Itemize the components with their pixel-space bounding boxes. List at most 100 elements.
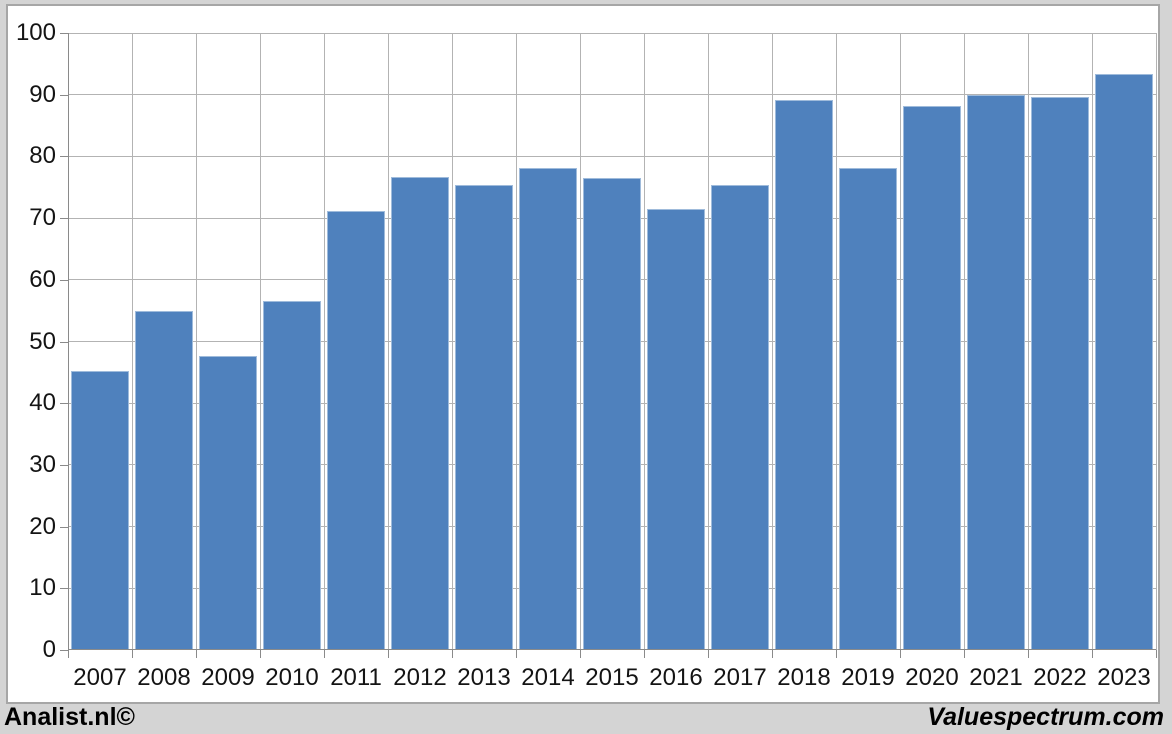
y-tick-mark xyxy=(60,650,68,651)
footer-source-left: Analist.nl© xyxy=(4,703,135,731)
y-tick-mark xyxy=(60,403,68,405)
bar-2013 xyxy=(455,185,513,650)
y-tick-label: 90 xyxy=(29,80,56,108)
x-tick-mark xyxy=(132,650,133,658)
y-tick-mark xyxy=(60,156,68,158)
gridline-vertical xyxy=(387,33,389,650)
gridline-vertical xyxy=(771,33,773,650)
y-tick-label: 10 xyxy=(29,574,56,602)
x-tick-label-2013: 2013 xyxy=(457,664,511,691)
bar-2015 xyxy=(583,178,641,650)
x-tick-label-2023: 2023 xyxy=(1097,664,1151,691)
x-tick-label-2009: 2009 xyxy=(201,664,255,691)
x-tick-mark xyxy=(644,650,645,658)
gridline-horizontal xyxy=(68,155,1156,157)
x-axis-line xyxy=(68,649,1156,650)
x-tick-mark xyxy=(772,650,773,658)
x-tick-mark xyxy=(708,650,709,658)
x-tick-label-2010: 2010 xyxy=(265,664,319,691)
y-tick-label: 100 xyxy=(15,19,56,46)
bar-2022 xyxy=(1031,96,1089,650)
gridline-vertical xyxy=(1155,33,1157,650)
y-tick-mark xyxy=(60,218,68,220)
x-tick-label-2016: 2016 xyxy=(649,664,703,691)
y-tick-mark xyxy=(60,279,68,281)
x-tick-label-2008: 2008 xyxy=(137,664,191,691)
gridline-vertical xyxy=(963,33,965,650)
y-tick-label: 70 xyxy=(29,204,56,232)
bar-2017 xyxy=(711,185,769,650)
y-tick-label: 60 xyxy=(29,265,56,293)
x-tick-mark xyxy=(1156,650,1157,658)
x-tick-mark xyxy=(1028,650,1029,658)
x-tick-label-2012: 2012 xyxy=(393,664,447,691)
x-tick-mark xyxy=(388,650,389,658)
gridline-horizontal xyxy=(68,94,1156,96)
gridline-vertical xyxy=(643,33,645,650)
bar-2008 xyxy=(135,311,193,650)
gridline-vertical xyxy=(899,33,901,650)
y-tick-label: 40 xyxy=(29,389,56,417)
gridline-vertical xyxy=(579,33,581,650)
x-tick-mark xyxy=(900,650,901,658)
bar-2021 xyxy=(967,94,1025,650)
gridline-vertical xyxy=(131,33,133,650)
gridline-vertical xyxy=(1091,33,1093,650)
bar-2023 xyxy=(1095,74,1153,650)
x-tick-label-2021: 2021 xyxy=(969,664,1023,691)
y-tick-mark xyxy=(60,526,68,528)
y-axis-line xyxy=(68,33,69,650)
x-tick-mark xyxy=(324,650,325,658)
y-tick-label: 30 xyxy=(29,450,56,478)
y-tick-label: 80 xyxy=(29,142,56,170)
x-tick-mark xyxy=(452,650,453,658)
y-tick-mark xyxy=(60,588,68,590)
gridline-horizontal xyxy=(68,32,1156,34)
bar-2009 xyxy=(199,355,257,650)
x-tick-label-2014: 2014 xyxy=(521,664,575,691)
gridline-vertical xyxy=(259,33,261,650)
x-tick-label-2018: 2018 xyxy=(777,664,831,691)
gridline-vertical xyxy=(835,33,837,650)
bar-2010 xyxy=(263,300,321,650)
x-tick-mark xyxy=(836,650,837,658)
bar-2014 xyxy=(519,168,577,650)
x-tick-mark xyxy=(196,650,197,658)
x-tick-mark xyxy=(580,650,581,658)
bar-2018 xyxy=(775,100,833,650)
x-tick-label-2017: 2017 xyxy=(713,664,767,691)
y-tick-label: 0 xyxy=(42,636,56,663)
footer-source-right: Valuespectrum.com xyxy=(927,703,1164,731)
x-tick-mark xyxy=(1092,650,1093,658)
chart-panel: 0 10 20 30 40 50 60 70 80 90 100 2007 2008 2009 2010 20… xyxy=(6,4,1160,704)
x-tick-mark xyxy=(516,650,517,658)
bar-2019 xyxy=(839,167,897,650)
gridline-vertical xyxy=(195,33,197,650)
bar-2012 xyxy=(391,176,449,650)
plot-area xyxy=(68,32,1157,650)
y-tick-mark xyxy=(60,94,68,96)
bar-2007 xyxy=(71,370,129,650)
x-tick-label-2007: 2007 xyxy=(73,664,127,691)
x-tick-mark xyxy=(260,650,261,658)
x-tick-mark xyxy=(964,650,965,658)
bar-2016 xyxy=(647,208,705,650)
x-tick-label-2019: 2019 xyxy=(841,664,895,691)
gridline-vertical xyxy=(323,33,325,650)
x-tick-label-2020: 2020 xyxy=(905,664,959,691)
x-tick-label-2022: 2022 xyxy=(1033,664,1087,691)
y-tick-label: 20 xyxy=(29,512,56,540)
gridline-vertical xyxy=(707,33,709,650)
y-tick-mark xyxy=(60,33,68,34)
y-tick-mark xyxy=(60,341,68,343)
x-tick-label-2011: 2011 xyxy=(330,664,382,691)
gridline-vertical xyxy=(515,33,517,650)
y-tick-mark xyxy=(60,464,68,466)
bar-2020 xyxy=(903,106,961,650)
bar-2011 xyxy=(327,211,385,650)
gridline-vertical xyxy=(1027,33,1029,650)
x-tick-mark xyxy=(68,650,69,658)
y-tick-label: 50 xyxy=(29,327,56,355)
gridline-vertical xyxy=(451,33,453,650)
x-tick-label-2015: 2015 xyxy=(585,664,639,691)
